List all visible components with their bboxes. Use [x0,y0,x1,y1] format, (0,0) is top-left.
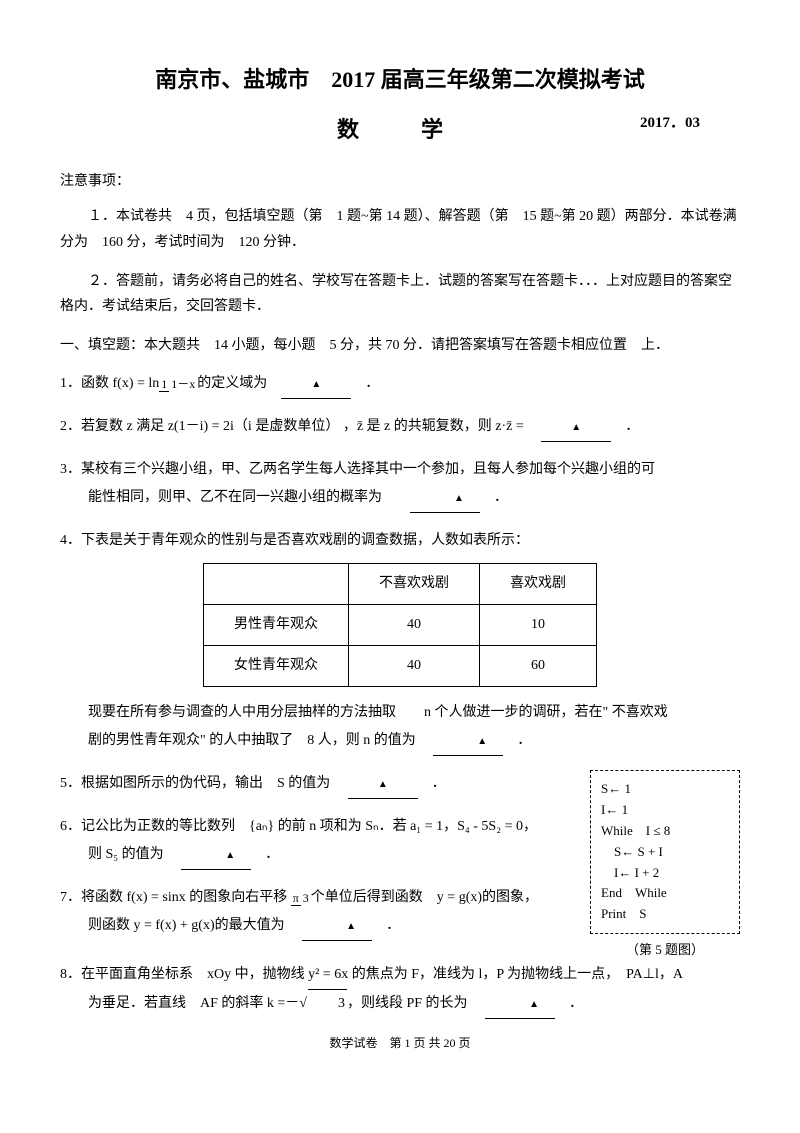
q8-sqrt: 3 [308,989,347,1018]
notice-label: 注意事项： [60,169,740,194]
q6-line2: 则 S₅ 的值为 ． [60,841,578,870]
row-female: 女性青年观众 [204,646,349,687]
q8-l2a: 为垂足．若直线 AF 的斜率 k =－ [88,996,299,1011]
code-line: While I ≤ 8 [601,821,729,842]
q5-text: 5．根据如图所示的伪代码，输出 S 的值为 [60,776,348,791]
pseudocode-box: S← 1 I← 1 While I ≤ 8 S← S + I I← I + 2 … [590,770,740,934]
q2-text: 2．若复数 z 满足 z(1－i) = 2i（i 是虚数单位） ，z̄ 是 z … [60,419,541,434]
q8-line1: 8．在平面直角坐标系 xOy 中，抛物线 y² = 6x 的焦点为 F，准线为 … [60,961,740,989]
q5-7-with-code: 5．根据如图所示的伪代码，输出 S 的值为 ． 6．记公比为正数的等比数列 {a… [60,770,740,961]
notice-paragraph-1: １．本试卷共 4 页，包括填空题（第 1 题~第 14 题）、解答题（第 15 … [60,204,740,254]
question-6: 6．记公比为正数的等比数列 {aₙ} 的前 n 项和为 Sₙ．若 a₁ = 1，… [60,813,578,870]
cell-blank [204,564,349,605]
q7-line2: 则函数 y = f(x) + g(x)的最大值为 ． [60,912,578,941]
question-3: 3．某校有三个兴趣小组，甲、乙两名学生每人选择其中一个参加，且每人参加每个兴趣小… [60,456,740,513]
q7-line1: 7．将函数 f(x) = sinx 的图象向右平移 π3个单位后得到函数 y =… [60,884,578,912]
cell: 60 [480,646,597,687]
code-line: I← 1 [601,800,729,821]
exam-date: 2017．03 [640,110,700,137]
table-row: 女性青年观众 40 60 [204,646,597,687]
q3-line2: 能性相同，则甲、乙不在同一兴趣小组的概率为 ． [60,484,740,513]
cell: 40 [349,646,480,687]
q7-l1b: 个单位后得到函数 y = g(x)的图象， [311,890,538,905]
question-8: 8．在平面直角坐标系 xOy 中，抛物线 y² = 6x 的焦点为 F，准线为 … [60,961,740,1019]
survey-table: 不喜欢戏剧 喜欢戏剧 男性青年观众 40 10 女性青年观众 40 60 [203,563,597,687]
q1-blank [281,370,351,399]
q4-blank [433,727,503,756]
page-footer: 数学试卷 第 1 页 共 20 页 [60,1033,740,1055]
q5-blank [348,770,418,799]
code-line: S← 1 [601,779,729,800]
code-line: End While [601,883,729,904]
q8-blank [485,990,555,1019]
notice-paragraph-2: ２．答题前，请务必将自己的姓名、学校写在答题卡上．试题的答案写在答题卡．．．上对… [60,269,740,319]
q3-blank [410,484,480,513]
code-caption: （第 5 题图） [590,938,740,961]
q8-line2: 为垂足．若直线 AF 的斜率 k =－√3，则线段 PF 的长为 ． [60,989,740,1019]
code-line: S← S + I [601,842,729,863]
notice-p2a: ２．答题前，请务必将自己的姓名、学校写在答题卡上．试题的答案写在答题卡 [88,274,578,289]
q8-l2b: ，则线段 PF 的长为 [347,996,485,1011]
q2-blank [541,413,611,442]
q7-l2-text: 则函数 y = f(x) + g(x)的最大值为 [88,918,302,933]
code-line: I← I + 2 [601,863,729,884]
q3-l2-text: 能性相同，则甲、乙不在同一兴趣小组的概率为 [88,490,410,505]
q1-den: 1－x [169,377,197,391]
q4-line2: 现要在所有参与调查的人中用分层抽样的方法抽取 n 个人做进一步的调研，若在" 不… [60,699,740,727]
q1-pre: 1．函数 f(x) = ln [60,376,159,391]
q1-num: 1 [159,377,169,392]
question-5: 5．根据如图所示的伪代码，输出 S 的值为 ． [60,770,578,799]
question-2: 2．若复数 z 满足 z(1－i) = 2i（i 是虚数单位） ，z̄ 是 z … [60,413,740,442]
question-7: 7．将函数 f(x) = sinx 的图象向右平移 π3个单位后得到函数 y =… [60,884,578,941]
q6-l2-text: 则 S₅ 的值为 [88,847,181,862]
q7-num: π [291,891,301,906]
question-4: 4．下表是关于青年观众的性别与是否喜欢戏剧的调查数据，人数如表所示： 不喜欢戏剧… [60,527,740,756]
col-like: 喜欢戏剧 [480,564,597,605]
cell: 10 [480,605,597,646]
section-1-header: 一、填空题：本大题共 14 小题，每小题 5 分，共 70 分．请把答案填写在答… [60,333,740,358]
q7-blank [302,912,372,941]
code-line: Print S [601,904,729,925]
q3-line1: 3．某校有三个兴趣小组，甲、乙两名学生每人选择其中一个参加，且每人参加每个兴趣小… [60,456,740,484]
q7-l1a: 7．将函数 f(x) = sinx 的图象向右平移 [60,890,291,905]
q4-line3: 剧的男性青年观众" 的人中抽取了 8 人，则 n 的值为 ． [60,727,740,756]
subtitle-row: 数 学 2017．03 [60,110,740,150]
col-dislike: 不喜欢戏剧 [349,564,480,605]
q7-frac: π3 [291,892,311,905]
subject: 数 学 [337,110,463,150]
q4-l3-text: 剧的男性青年观众" 的人中抽取了 8 人，则 n 的值为 [88,733,433,748]
q6-line1: 6．记公比为正数的等比数列 {aₙ} 的前 n 项和为 Sₙ．若 a₁ = 1，… [60,813,578,841]
table-row: 男性青年观众 40 10 [204,605,597,646]
q1-post: 的定义域为 [197,376,281,391]
code-column: S← 1 I← 1 While I ≤ 8 S← S + I I← I + 2 … [590,770,740,961]
q4-line1: 4．下表是关于青年观众的性别与是否喜欢戏剧的调查数据，人数如表所示： [60,527,740,555]
row-male: 男性青年观众 [204,605,349,646]
exam-title: 南京市、盐城市 2017 届高三年级第二次模拟考试 [60,60,740,100]
question-1: 1．函数 f(x) = ln11－x的定义域为 ． [60,370,740,399]
table-row: 不喜欢戏剧 喜欢戏剧 [204,564,597,605]
left-column: 5．根据如图所示的伪代码，输出 S 的值为 ． 6．记公比为正数的等比数列 {a… [60,770,578,955]
q1-fraction: 11－x [159,378,197,391]
cell: 40 [349,605,480,646]
q6-blank [181,841,251,870]
q7-den: 3 [301,891,311,905]
dots: ．．． [578,274,606,289]
